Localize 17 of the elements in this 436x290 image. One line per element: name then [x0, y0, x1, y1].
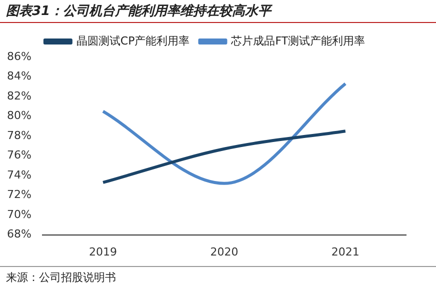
y-tick-label: 72%: [6, 188, 32, 202]
chart-title: 图表31：公司机台产能利用率维持在较高水平: [6, 2, 272, 20]
y-tick-label: 68%: [6, 228, 32, 241]
x-tick-label: 2020: [210, 245, 238, 258]
y-tick-label: 76%: [6, 148, 32, 162]
legend-label: 晶圆测试CP产能利用率: [76, 34, 190, 48]
y-tick-label: 70%: [6, 208, 32, 221]
source-note: 来源：公司招股说明书: [6, 270, 116, 285]
y-tick-label: 74%: [6, 168, 32, 182]
y-tick-label: 86%: [6, 50, 32, 63]
y-tick-label: 84%: [6, 70, 32, 83]
legend-label: 芯片成品FT测试产能利用率: [230, 34, 366, 48]
y-tick-label: 78%: [6, 128, 32, 142]
y-tick-label: 82%: [6, 89, 32, 102]
x-tick-label: 2021: [331, 245, 360, 258]
x-tick-label: 2019: [89, 245, 118, 258]
y-tick-label: 80%: [6, 109, 32, 122]
